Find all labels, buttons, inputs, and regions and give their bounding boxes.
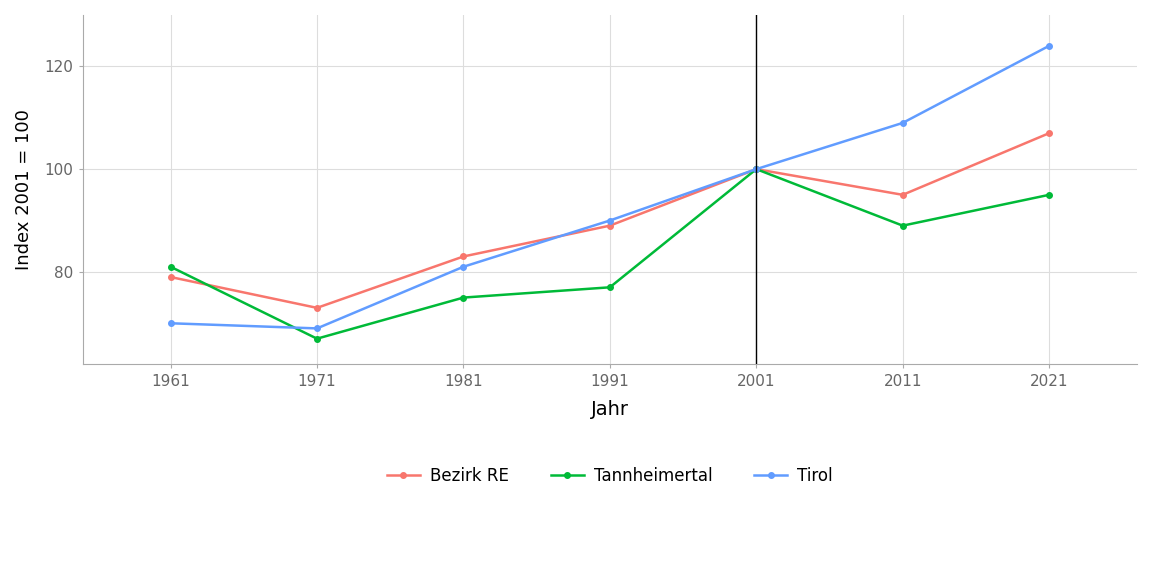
- Tannheimertal: [896, 222, 910, 229]
- Bezirk RE: [1043, 130, 1056, 137]
- Tannheimertal: [310, 335, 324, 342]
- Y-axis label: Index 2001 = 100: Index 2001 = 100: [15, 109, 33, 270]
- Tirol: [602, 217, 616, 224]
- Tirol: [749, 166, 763, 173]
- Tannheimertal: [456, 294, 470, 301]
- Tannheimertal: [164, 263, 177, 270]
- Tannheimertal: [749, 166, 763, 173]
- Line: Tannheimertal: Tannheimertal: [168, 166, 1052, 342]
- Tirol: [896, 119, 910, 126]
- Tirol: [456, 263, 470, 270]
- Bezirk RE: [602, 222, 616, 229]
- Tannheimertal: [602, 284, 616, 291]
- Tirol: [310, 325, 324, 332]
- Bezirk RE: [456, 253, 470, 260]
- Legend: Bezirk RE, Tannheimertal, Tirol: Bezirk RE, Tannheimertal, Tirol: [380, 460, 840, 491]
- Bezirk RE: [896, 191, 910, 198]
- X-axis label: Jahr: Jahr: [591, 400, 629, 419]
- Line: Tirol: Tirol: [168, 43, 1052, 331]
- Tirol: [1043, 43, 1056, 50]
- Bezirk RE: [164, 274, 177, 281]
- Tannheimertal: [1043, 191, 1056, 198]
- Bezirk RE: [310, 304, 324, 311]
- Bezirk RE: [749, 166, 763, 173]
- Line: Bezirk RE: Bezirk RE: [168, 130, 1052, 310]
- Tirol: [164, 320, 177, 327]
